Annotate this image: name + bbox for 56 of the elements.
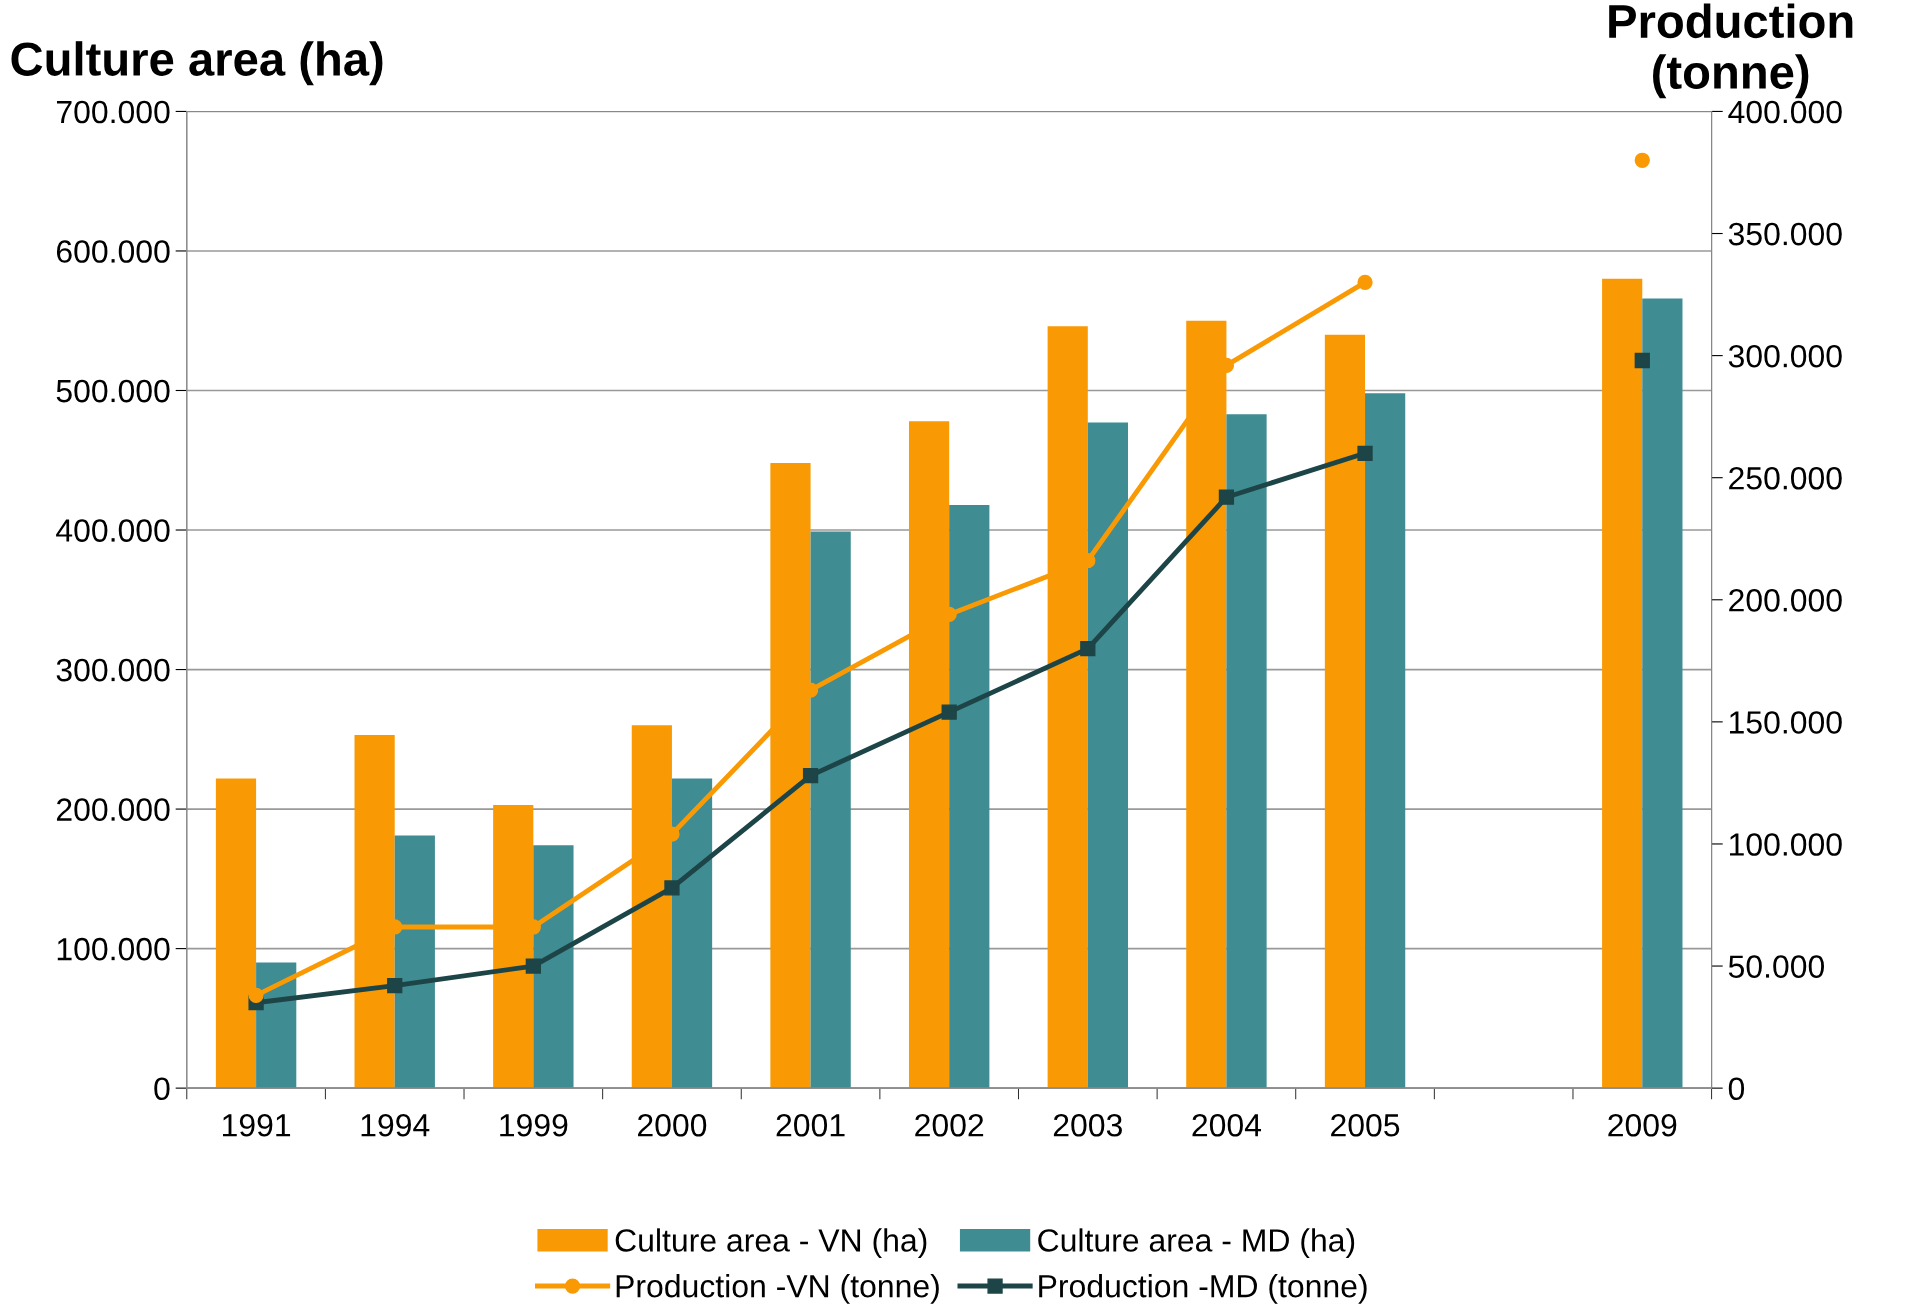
x-tick-label: 2003 bbox=[1053, 1113, 1122, 1137]
y-axis-title: Culture area (ha) bbox=[11, 41, 383, 86]
legend-label: Culture area - MD (ha) bbox=[1038, 1228, 1355, 1259]
bar bbox=[949, 504, 990, 1089]
bar bbox=[1365, 393, 1406, 1089]
y-tick-label: 500.000 bbox=[56, 379, 170, 403]
y-tick-label: 100.000 bbox=[57, 937, 170, 961]
y2-tick-label: 50.000 bbox=[1728, 955, 1825, 978]
y-tick-label: 600.000 bbox=[56, 240, 170, 263]
point bbox=[525, 958, 541, 974]
legend-label: Production -MD (tonne) bbox=[1039, 1274, 1367, 1304]
bar bbox=[533, 845, 574, 1089]
y2-axis-title: Production (tonne) bbox=[1609, 3, 1853, 99]
y2-tick-label: 250.000 bbox=[1729, 466, 1842, 490]
bar bbox=[1087, 422, 1129, 1089]
legend-label: Production -VN (tonne) bbox=[616, 1274, 939, 1304]
bar bbox=[1324, 334, 1366, 1089]
y-tick-label: 200.000 bbox=[56, 798, 170, 821]
y2-tick-label: 400.000 bbox=[1728, 100, 1842, 124]
point bbox=[1634, 152, 1650, 168]
y2-tick-label: 0 bbox=[1728, 1077, 1745, 1101]
x-tick-label: 1991 bbox=[223, 1113, 291, 1137]
y2-tick-label: 200.000 bbox=[1729, 589, 1842, 612]
y-tick-label: 300.000 bbox=[56, 658, 170, 682]
bar bbox=[1642, 298, 1683, 1089]
point bbox=[802, 767, 819, 784]
y-tick-label: 700.000 bbox=[56, 100, 170, 124]
y2-tick-label: 150.000 bbox=[1730, 711, 1842, 734]
bar bbox=[394, 835, 435, 1089]
x-tick-label: 2005 bbox=[1331, 1113, 1400, 1137]
x-tick-label: 1994 bbox=[361, 1113, 430, 1137]
bar bbox=[1602, 278, 1643, 1089]
y2-tick-label: 350.000 bbox=[1728, 222, 1842, 246]
legend-label: Culture area - VN (ha) bbox=[615, 1228, 927, 1259]
point bbox=[248, 987, 264, 1003]
point bbox=[664, 880, 680, 896]
point bbox=[1080, 640, 1096, 657]
y2-tick-label: 100.000 bbox=[1730, 833, 1842, 856]
y-tick-label: 0 bbox=[154, 1077, 170, 1101]
point bbox=[1357, 445, 1373, 461]
point bbox=[1634, 352, 1650, 369]
point bbox=[941, 704, 957, 720]
y-tick-label: 400.000 bbox=[56, 519, 170, 542]
point bbox=[387, 977, 403, 994]
x-tick-label: 2004 bbox=[1192, 1113, 1262, 1137]
x-tick-label: 2009 bbox=[1608, 1113, 1677, 1137]
x-tick-label: 2001 bbox=[776, 1113, 845, 1137]
x-tick-label: 2002 bbox=[915, 1113, 984, 1137]
bar bbox=[671, 778, 713, 1089]
y2-tick-label: 300.000 bbox=[1728, 344, 1842, 368]
bar bbox=[1226, 414, 1267, 1089]
bar bbox=[810, 531, 851, 1089]
point bbox=[1357, 274, 1373, 290]
point bbox=[1218, 489, 1235, 505]
x-tick-label: 1999 bbox=[500, 1113, 568, 1137]
x-tick-label: 2000 bbox=[638, 1113, 707, 1137]
